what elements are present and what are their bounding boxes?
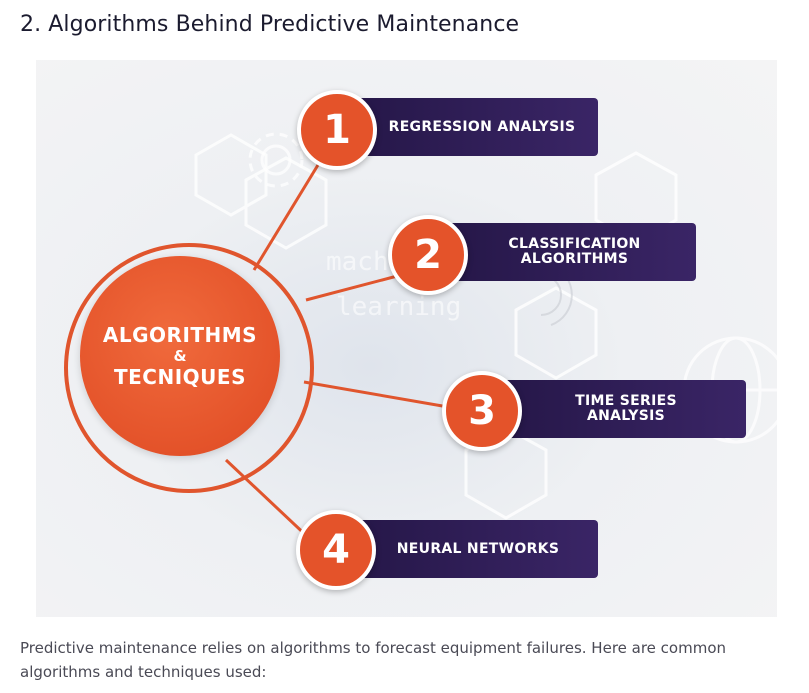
connector-line-2 <box>305 273 402 302</box>
item-label-line2: ALGORITHMS <box>520 251 629 267</box>
hexagon-shape <box>514 286 598 380</box>
algorithms-infographic: machine learning ALGORITHMS & TECNIQUES … <box>36 60 777 617</box>
item-label: NEURAL NETWORKS <box>396 540 560 557</box>
item-number: 4 <box>322 527 350 573</box>
item-number: 3 <box>468 388 496 434</box>
hub-circle: ALGORITHMS & TECNIQUES <box>80 256 280 456</box>
item-label: REGRESSION ANALYSIS <box>388 118 576 135</box>
connector-line-3 <box>303 380 455 410</box>
item-label-line2: ANALYSIS <box>586 408 666 424</box>
gear-icon <box>248 132 304 188</box>
item-bar-neural-networks: NEURAL NETWORKS <box>336 520 598 578</box>
bg-text-learning: learning <box>336 292 461 322</box>
item-number-badge: 1 <box>297 90 377 170</box>
body-paragraph: Predictive maintenance relies on algorit… <box>20 639 727 681</box>
item-label-line1: TIME SERIES <box>575 393 677 409</box>
item-number-badge: 4 <box>296 510 376 590</box>
item-number: 2 <box>414 232 442 278</box>
item-label-line1: CLASSIFICATION <box>508 236 641 252</box>
hexagon-shape <box>244 156 328 250</box>
item-bar-classification-algorithms: CLASSIFICATION ALGORITHMS <box>431 223 696 281</box>
item-number: 1 <box>323 107 351 153</box>
connector-line-1 <box>252 159 323 271</box>
item-number-badge: 3 <box>442 371 522 451</box>
hub-ring <box>64 243 314 493</box>
hub-title-line2: TECNIQUES <box>114 365 246 389</box>
hub-ampersand: & <box>173 347 187 365</box>
hub-title-line1: ALGORITHMS <box>102 323 258 347</box>
hexagon-shape <box>194 133 268 217</box>
item-number-badge: 2 <box>388 215 468 295</box>
item-bar-regression-analysis: REGRESSION ANALYSIS <box>336 98 598 156</box>
item-bar-time-series-analysis: TIME SERIES ANALYSIS <box>484 380 746 438</box>
hexagon-shape <box>594 151 678 245</box>
page-heading: 2. Algorithms Behind Predictive Maintena… <box>20 12 520 37</box>
